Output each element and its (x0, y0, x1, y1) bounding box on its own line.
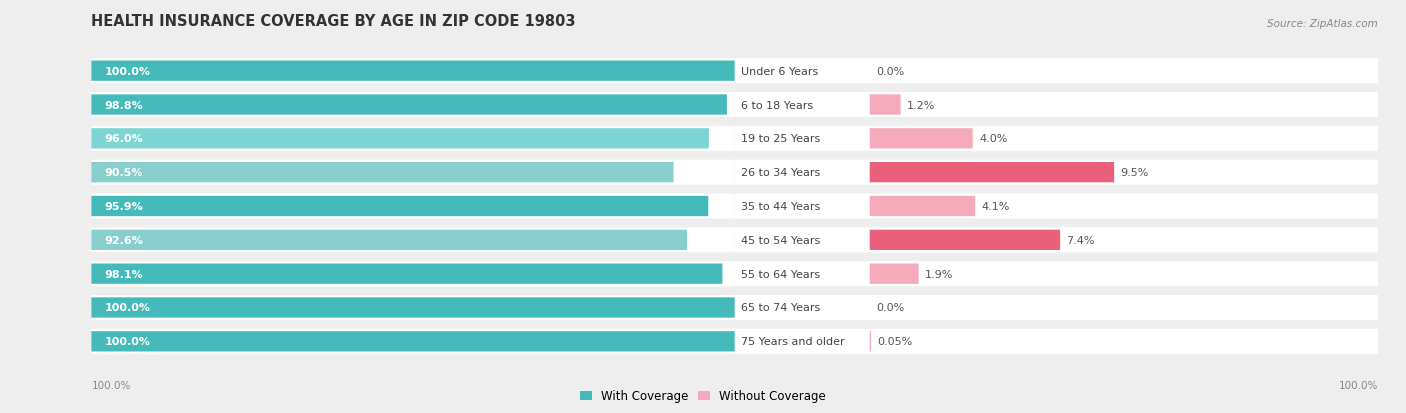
FancyBboxPatch shape (870, 163, 1114, 183)
FancyBboxPatch shape (91, 264, 723, 284)
Text: 100.0%: 100.0% (104, 337, 150, 347)
FancyBboxPatch shape (91, 329, 734, 354)
Text: 19 to 25 Years: 19 to 25 Years (741, 134, 820, 144)
FancyBboxPatch shape (91, 194, 734, 219)
FancyBboxPatch shape (734, 329, 1378, 354)
Text: 96.0%: 96.0% (104, 134, 143, 144)
FancyBboxPatch shape (91, 298, 734, 318)
Text: 0.05%: 0.05% (877, 337, 912, 347)
FancyBboxPatch shape (91, 261, 734, 287)
Text: 90.5%: 90.5% (104, 168, 143, 178)
Text: 100.0%: 100.0% (104, 303, 150, 313)
FancyBboxPatch shape (734, 59, 1378, 84)
Text: 1.2%: 1.2% (907, 100, 935, 110)
FancyBboxPatch shape (870, 196, 976, 217)
FancyBboxPatch shape (91, 160, 734, 185)
FancyBboxPatch shape (734, 93, 1378, 118)
FancyBboxPatch shape (91, 163, 673, 183)
FancyBboxPatch shape (91, 331, 734, 351)
FancyBboxPatch shape (870, 95, 901, 115)
FancyBboxPatch shape (91, 230, 688, 250)
Text: 98.8%: 98.8% (104, 100, 143, 110)
Text: 35 to 44 Years: 35 to 44 Years (741, 202, 820, 211)
Text: 26 to 34 Years: 26 to 34 Years (741, 168, 820, 178)
Text: 6 to 18 Years: 6 to 18 Years (741, 100, 813, 110)
FancyBboxPatch shape (870, 230, 1060, 250)
Text: 75 Years and older: 75 Years and older (741, 337, 845, 347)
FancyBboxPatch shape (734, 194, 1378, 219)
Text: Source: ZipAtlas.com: Source: ZipAtlas.com (1267, 19, 1378, 29)
Text: 1.9%: 1.9% (925, 269, 953, 279)
FancyBboxPatch shape (734, 126, 1378, 152)
FancyBboxPatch shape (870, 129, 973, 149)
FancyBboxPatch shape (870, 264, 918, 284)
FancyBboxPatch shape (91, 95, 727, 115)
FancyBboxPatch shape (91, 59, 734, 84)
Text: 95.9%: 95.9% (104, 202, 143, 211)
FancyBboxPatch shape (734, 295, 1378, 320)
FancyBboxPatch shape (91, 129, 709, 149)
Text: 100.0%: 100.0% (91, 380, 131, 390)
FancyBboxPatch shape (91, 126, 734, 152)
Text: 9.5%: 9.5% (1121, 168, 1149, 178)
FancyBboxPatch shape (734, 160, 1378, 185)
Text: 4.1%: 4.1% (981, 202, 1010, 211)
Text: HEALTH INSURANCE COVERAGE BY AGE IN ZIP CODE 19803: HEALTH INSURANCE COVERAGE BY AGE IN ZIP … (91, 14, 576, 29)
FancyBboxPatch shape (91, 228, 734, 253)
Text: 7.4%: 7.4% (1067, 235, 1095, 245)
Text: 45 to 54 Years: 45 to 54 Years (741, 235, 820, 245)
Text: 100.0%: 100.0% (104, 66, 150, 76)
FancyBboxPatch shape (734, 261, 1378, 287)
Text: 55 to 64 Years: 55 to 64 Years (741, 269, 820, 279)
FancyBboxPatch shape (91, 196, 709, 217)
Text: 0.0%: 0.0% (876, 303, 904, 313)
FancyBboxPatch shape (734, 228, 1378, 253)
FancyBboxPatch shape (91, 295, 734, 320)
Text: 0.0%: 0.0% (876, 66, 904, 76)
Text: 65 to 74 Years: 65 to 74 Years (741, 303, 820, 313)
Legend: With Coverage, Without Coverage: With Coverage, Without Coverage (575, 385, 831, 407)
Text: Under 6 Years: Under 6 Years (741, 66, 818, 76)
FancyBboxPatch shape (91, 62, 734, 82)
FancyBboxPatch shape (91, 93, 734, 118)
Text: 4.0%: 4.0% (979, 134, 1008, 144)
Text: 98.1%: 98.1% (104, 269, 143, 279)
Text: 92.6%: 92.6% (104, 235, 143, 245)
Text: 100.0%: 100.0% (1339, 380, 1378, 390)
